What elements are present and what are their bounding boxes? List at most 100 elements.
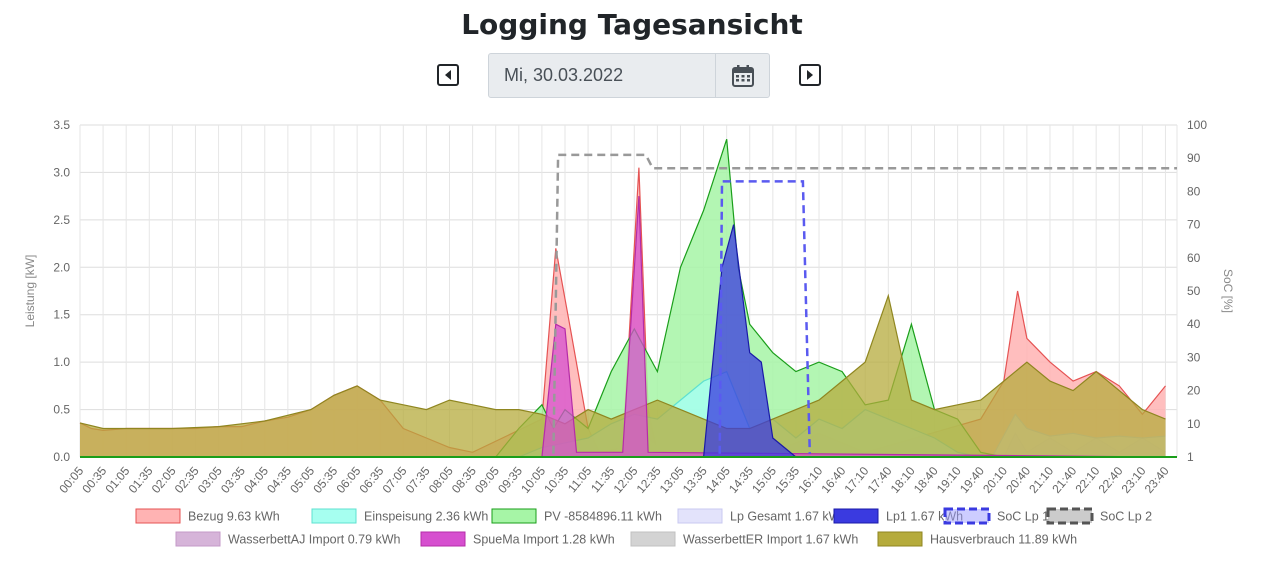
y-tick-label: 0.0 (53, 450, 70, 464)
y-axis-right: 1 10 20 30 40 50 60 70 80 90 100 (1187, 118, 1207, 464)
x-tick-label: 16:40 (818, 464, 848, 496)
legend-label: Lp Gesamt 1.67 kWh (730, 510, 847, 524)
x-tick-label: 11:05 (565, 464, 595, 496)
x-tick-label: 04:35 (264, 464, 294, 496)
calendar-icon (731, 64, 754, 87)
y2-tick-label: 60 (1187, 251, 1201, 265)
x-tick-label: 18:40 (911, 464, 941, 496)
date-picker: Mi, 30.03.2022 (488, 53, 770, 98)
x-tick-label: 19:10 (934, 464, 964, 496)
x-tick-label: 20:40 (1003, 464, 1033, 496)
legend-swatch (135, 508, 181, 524)
series-area-10 (80, 295, 1166, 457)
x-tick-label: 23:40 (1142, 464, 1172, 496)
x-tick-label: 02:35 (172, 464, 202, 496)
legend-label: WasserbettAJ Import 0.79 kWh (228, 533, 401, 547)
x-tick-label: 09:35 (495, 464, 525, 496)
y-axis-left: 0.0 0.5 1.0 1.5 2.0 2.5 3.0 3.5 (53, 118, 70, 464)
legend-swatch (420, 531, 466, 547)
legend-label: SoC Lp 1 (997, 510, 1049, 524)
x-axis: 00:0500:3501:0501:3502:0502:3503:0503:35… (56, 464, 1172, 496)
x-tick-label: 03:35 (218, 464, 248, 496)
y2-axis-title: SoC [%] (1221, 269, 1235, 313)
x-tick-label: 17:10 (841, 464, 871, 496)
x-tick-label: 12:05 (611, 464, 641, 496)
y2-tick-label: 30 (1187, 350, 1201, 364)
y-tick-label: 2.0 (53, 260, 70, 274)
x-tick-label: 19:40 (957, 464, 987, 496)
x-tick-label: 05:35 (310, 464, 340, 496)
y-tick-label: 1.5 (53, 308, 70, 322)
legend-label: SpueMa Import 1.28 kWh (473, 533, 615, 547)
chart-series (79, 139, 1177, 458)
y2-tick-label: 20 (1187, 384, 1201, 398)
x-tick-label: 22:10 (1072, 464, 1102, 496)
date-input[interactable]: Mi, 30.03.2022 (504, 65, 624, 85)
chart-legend: Bezug 9.63 kWh Einspeisung 2.36 kWh PV -85… (135, 507, 1152, 547)
x-tick-label: 10:35 (541, 464, 571, 496)
legend-swatch (175, 531, 221, 547)
legend-label: Einspeisung 2.36 kWh (364, 510, 488, 524)
y-tick-label: 3.5 (53, 118, 70, 132)
x-tick-label: 16:10 (795, 464, 825, 496)
legend-label: Hausverbrauch 11.89 kWh (930, 533, 1077, 547)
x-tick-label: 06:35 (357, 464, 387, 496)
x-tick-label: 09:05 (472, 464, 502, 496)
legend-swatch (943, 507, 991, 525)
power-chart: 0.0 0.5 1.0 1.5 2.0 2.5 3.0 3.5 1 10 20 30 40 50 60 70… (23, 118, 1235, 547)
x-tick-label: 21:40 (1049, 464, 1079, 496)
x-tick-label: 08:05 (426, 464, 456, 496)
x-tick-label: 22:40 (1096, 464, 1126, 496)
x-tick-label: 10:05 (518, 464, 548, 496)
x-tick-label: 21:10 (1026, 464, 1056, 496)
series-line-8 (80, 196, 1166, 458)
legend-swatch (833, 508, 879, 524)
y-axis-title: Leistung [kW] (23, 255, 37, 328)
caret-left-icon (445, 70, 451, 80)
series-line-6 (552, 153, 1177, 454)
x-tick-label: 00:35 (79, 464, 109, 496)
x-tick-label: 07:35 (403, 464, 433, 496)
x-tick-label: 15:35 (772, 464, 802, 496)
legend-swatch (491, 508, 537, 524)
x-tick-label: 12:35 (634, 464, 664, 496)
x-tick-label: 06:05 (333, 464, 363, 496)
x-tick-label: 14:05 (703, 464, 733, 496)
legend-label: SoC Lp 2 (1100, 510, 1152, 524)
legend-label: PV -8584896.11 kWh (544, 510, 662, 524)
series-line-10 (79, 293, 1166, 430)
x-tick-label: 02:05 (149, 464, 179, 496)
legend-swatch (1046, 507, 1094, 525)
legend-swatch (677, 508, 723, 524)
y2-tick-label: 70 (1187, 218, 1201, 232)
series-line-4 (80, 224, 1166, 458)
y-tick-label: 3.0 (53, 165, 70, 179)
legend-label: Bezug 9.63 kWh (188, 510, 280, 524)
x-tick-label: 13:35 (680, 464, 710, 496)
prev-day-button[interactable] (437, 64, 459, 86)
calendar-button[interactable] (715, 54, 769, 97)
x-tick-label: 01:05 (102, 464, 132, 496)
x-tick-label: 01:35 (126, 464, 156, 496)
x-tick-label: 03:05 (195, 464, 225, 496)
x-tick-label: 15:05 (749, 464, 779, 496)
legend-swatch (630, 531, 676, 547)
x-tick-label: 23:10 (1119, 464, 1149, 496)
x-tick-label: 13:05 (657, 464, 687, 496)
x-tick-label: 00:05 (56, 464, 86, 496)
next-day-button[interactable] (799, 64, 821, 86)
x-tick-label: 17:40 (865, 464, 895, 496)
y2-tick-label: 90 (1187, 151, 1201, 165)
legend-swatch (311, 508, 357, 524)
x-tick-label: 20:10 (980, 464, 1010, 496)
y-tick-label: 0.5 (53, 403, 70, 417)
series-area-2 (80, 139, 1166, 457)
x-tick-label: 07:05 (380, 464, 410, 496)
y2-tick-label: 1 (1187, 450, 1194, 464)
x-tick-label: 14:35 (726, 464, 756, 496)
x-tick-label: 11:35 (588, 464, 618, 496)
y-tick-label: 2.5 (53, 213, 70, 227)
y2-tick-label: 10 (1187, 417, 1201, 431)
series-line-5 (718, 180, 812, 454)
y2-tick-label: 50 (1187, 284, 1201, 298)
